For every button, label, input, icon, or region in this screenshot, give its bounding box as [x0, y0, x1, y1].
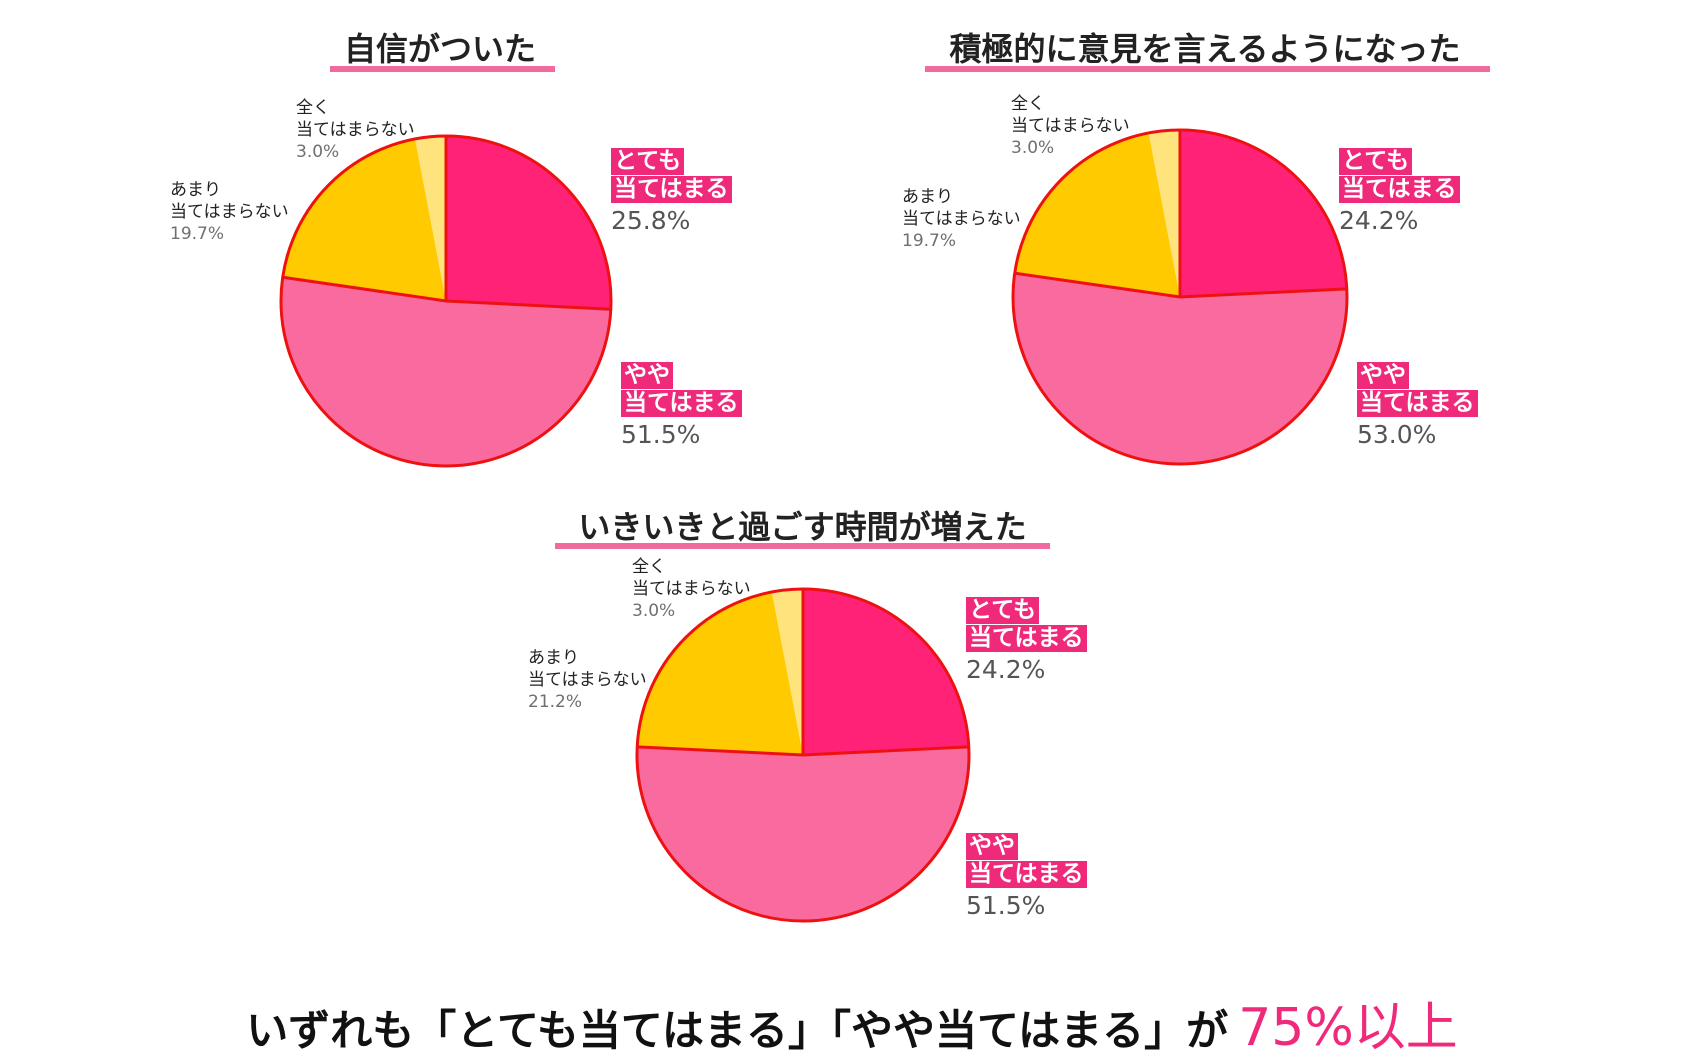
chart-title: 自信がついた — [343, 30, 536, 68]
label-not-much: あまり 当てはまらない 19.7% — [170, 180, 289, 245]
label-strong-value: 24.2% — [966, 655, 1046, 685]
pie-slice-not-at-all — [1148, 130, 1180, 297]
pie-slice-strong — [446, 136, 611, 310]
label-not-much: あまり 当てはまらない 19.7% — [902, 187, 1021, 252]
label-not-at-all: 全く 当てはまらない 3.0% — [632, 557, 751, 622]
label-strong-line1: とても — [966, 597, 1040, 625]
label-not-at-all-line1: 全く — [296, 98, 330, 118]
label-some-value: 51.5% — [621, 420, 701, 450]
label-not-at-all-line2: 当てはまらない — [296, 119, 415, 140]
label-not-at-all-line2: 当てはまらない — [632, 578, 751, 599]
label-not-much-line1: あまり — [528, 648, 579, 668]
chart-title: 積極的に意見を言えるようになった — [949, 30, 1461, 68]
label-some-line2: 当てはまる — [1357, 390, 1478, 418]
pie-separator — [1179, 287, 1347, 299]
label-not-much-line2: 当てはまらない — [528, 669, 647, 690]
summary-text: いずれも「とても当てはまる」「やや当てはまる」が 75%以上 — [0, 985, 1704, 1060]
label-not-much-line2: 当てはまらない — [902, 208, 1021, 229]
label-strong-line1: とても — [1339, 148, 1413, 176]
pie-outline — [279, 134, 613, 468]
pie-slice-not-at-all — [415, 136, 446, 301]
label-strong-line2: 当てはまる — [1339, 176, 1460, 204]
label-not-much: あまり 当てはまらない 21.2% — [528, 648, 647, 713]
pie-separator — [445, 299, 611, 311]
label-not-much-line1: あまり — [170, 180, 221, 200]
label-some-line1: やや — [1357, 362, 1409, 390]
label-not-at-all-line1: 全く — [1011, 94, 1045, 114]
summary-highlight: 75%以上 — [1238, 998, 1458, 1058]
label-some-line1: やや — [966, 833, 1018, 861]
label-some-value: 51.5% — [966, 891, 1046, 921]
label-strong: とても 当てはまる 24.2% — [1339, 148, 1460, 236]
label-strong-line2: 当てはまる — [611, 176, 732, 204]
pie-slice-strong — [803, 589, 969, 755]
pie-slice-not-much — [282, 138, 446, 301]
label-not-at-all-line2: 当てはまらない — [1011, 115, 1130, 136]
label-strong: とても 当てはまる 24.2% — [966, 597, 1087, 685]
pie-separator — [802, 745, 969, 757]
summary-main: いずれも「とても当てはまる」「やや当てはまる」が — [246, 1006, 1229, 1055]
title-underline — [330, 66, 555, 72]
pie-slice-some — [1013, 273, 1347, 465]
label-some-line2: 当てはまる — [621, 390, 742, 418]
label-strong-line1: とても — [611, 148, 685, 176]
label-not-much-line2: 当てはまらない — [170, 201, 289, 222]
pie-slice-not-much — [1014, 132, 1180, 297]
chart-title: いきいきと過ごす時間が増えた — [578, 508, 1027, 546]
label-some-line1: やや — [621, 362, 673, 390]
pie-separator — [637, 745, 804, 757]
label-strong-value: 24.2% — [1339, 206, 1419, 236]
pie-separator — [1014, 271, 1181, 299]
label-not-at-all: 全く 当てはまらない 3.0% — [296, 98, 415, 163]
label-not-at-all-value: 3.0% — [632, 600, 676, 621]
label-strong-line2: 当てはまる — [966, 625, 1087, 653]
pie-outline — [1011, 128, 1349, 466]
title-underline — [925, 66, 1490, 72]
label-not-at-all-line1: 全く — [632, 557, 666, 577]
pie-separator — [282, 275, 447, 303]
label-some-line2: 当てはまる — [966, 861, 1087, 889]
label-not-at-all-value: 3.0% — [1011, 137, 1055, 158]
title-underline — [555, 543, 1050, 549]
pie-slice-not-at-all — [771, 589, 803, 755]
label-not-at-all-value: 3.0% — [296, 141, 340, 162]
label-not-at-all: 全く 当てはまらない 3.0% — [1011, 94, 1130, 159]
label-not-much-value: 21.2% — [528, 691, 583, 712]
label-some: やや 当てはまる 53.0% — [1357, 362, 1478, 450]
label-not-much-value: 19.7% — [902, 230, 957, 251]
label-some-value: 53.0% — [1357, 420, 1437, 450]
pie-outline — [635, 587, 971, 923]
label-some: やや 当てはまる 51.5% — [621, 362, 742, 450]
label-strong-value: 25.8% — [611, 206, 691, 236]
pie-slice-some — [636, 746, 969, 922]
pie-slice-strong — [1180, 130, 1347, 297]
label-not-much-line1: あまり — [902, 187, 953, 207]
label-some: やや 当てはまる 51.5% — [966, 833, 1087, 921]
pie-slice-not-much — [637, 591, 803, 755]
label-not-much-value: 19.7% — [170, 223, 225, 244]
label-strong: とても 当てはまる 25.8% — [611, 148, 732, 236]
pie-slice-some — [280, 277, 611, 467]
